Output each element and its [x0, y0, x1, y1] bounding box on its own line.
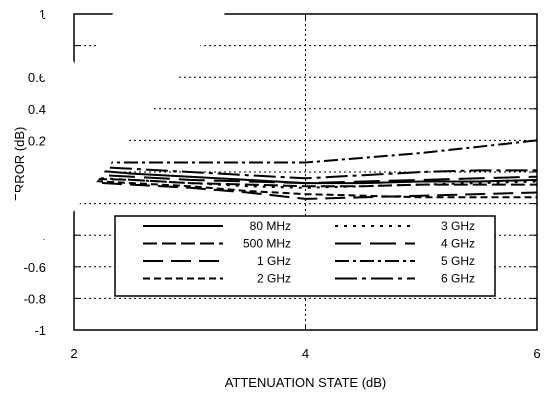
legend-box [114, 215, 496, 297]
x-tick-label: 4 [302, 346, 309, 361]
y-axis-label: BIT ERROR (dB) [12, 127, 27, 226]
x-tick-label: 6 [533, 346, 540, 361]
y-tick-label: 0.8 [28, 39, 46, 54]
legend-entry: 1 GHz [257, 254, 291, 268]
legend-entry: 3 GHz [441, 219, 475, 233]
legend-entry: 6 GHz [441, 272, 475, 286]
x-tick-label: 2 [70, 346, 77, 361]
legend-entry: 5 GHz [441, 254, 475, 268]
y-tick-label: 0.2 [28, 133, 46, 148]
series-line-3 [73, 180, 538, 200]
y-tick-label: -1 [34, 323, 46, 338]
legend-entry: 80 MHz [250, 219, 291, 233]
y-tick-label: -0.8 [24, 291, 46, 306]
y-tick-label: 0.4 [28, 102, 46, 117]
y-tick-label: 0.6 [28, 70, 46, 85]
y-tick-label: 1 [39, 7, 46, 22]
legend-entry: 4 GHz [441, 237, 475, 251]
legend-entry: 500 MHz [243, 237, 291, 251]
x-axis-label: ATTENUATION STATE (dB) [225, 375, 387, 390]
y-tick-label: 0 [39, 165, 46, 180]
legend-entry: 2 GHz [257, 272, 291, 286]
y-tick-label: -0.4 [24, 228, 46, 243]
x-tick-labels: 2 4 6 [70, 346, 540, 361]
y-tick-label: -0.6 [24, 260, 46, 275]
legend: 80 MHz 500 MHz 1 GHz 2 GHz 3 GHz 4 GHz 5 GHz 6 … [114, 215, 496, 297]
